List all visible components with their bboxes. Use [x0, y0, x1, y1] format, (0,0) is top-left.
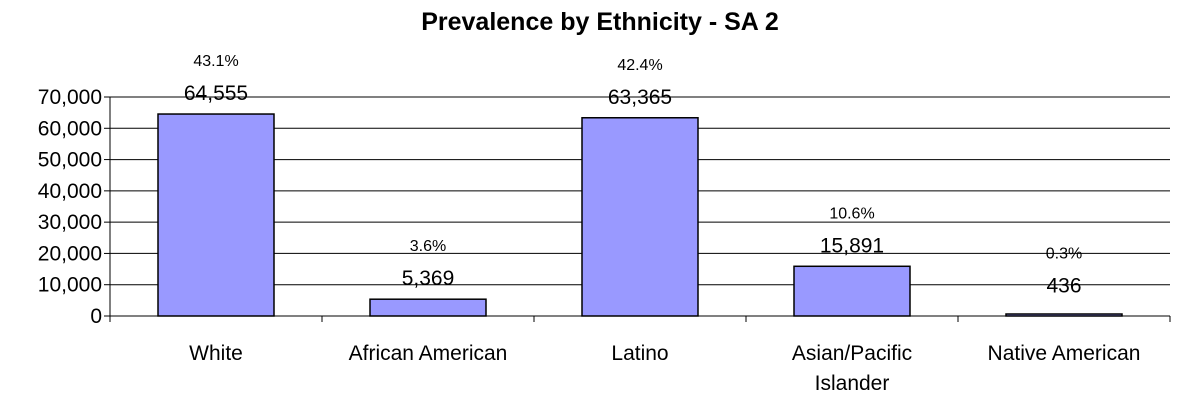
chart-title: Prevalence by Ethnicity - SA 2: [421, 8, 779, 36]
bars: [157, 113, 1123, 317]
bar-1: [369, 298, 487, 317]
x-tick-label-0: White: [189, 342, 243, 365]
value-label-1: 5,369: [402, 267, 455, 290]
bar-3: [793, 265, 911, 317]
y-tick-label: 10,000: [38, 274, 102, 297]
value-label-4: 436: [1046, 275, 1081, 298]
value-label-0: 64,555: [184, 82, 248, 105]
y-tick-label: 20,000: [38, 242, 102, 265]
percent-label-0: 43.1%: [193, 53, 238, 70]
y-tick-label: 60,000: [38, 117, 102, 140]
x-axis-ticks: White African American Latino Asian/Pacific…: [109, 316, 1171, 395]
y-axis-ticks: 0 10,000 20,000 30,000 40,000 50,000 60,000 70,…: [38, 86, 110, 328]
y-tick-label: 70,000: [38, 86, 102, 109]
y-tick-label: 50,000: [38, 149, 102, 172]
x-tick-label-2: Latino: [611, 342, 668, 365]
bar-2: [581, 117, 699, 317]
percent-label-1: 3.6%: [410, 238, 446, 255]
value-label-2: 63,365: [608, 86, 672, 109]
x-tick-label-4: Native American: [988, 342, 1141, 365]
percent-label-2: 42.4%: [617, 57, 662, 74]
bar-0: [157, 113, 275, 317]
percent-label-3: 10.6%: [829, 205, 874, 222]
x-tick-label-1: African American: [349, 342, 508, 365]
y-tick-label: 30,000: [38, 211, 102, 234]
y-tick-label: 40,000: [38, 180, 102, 203]
percent-label-4: 0.3%: [1046, 246, 1082, 263]
x-tick-label-3: Islander: [815, 372, 890, 395]
x-tick-label-3: Asian/Pacific: [792, 342, 912, 365]
axes: [109, 97, 1170, 317]
y-tick-label: 0: [90, 305, 102, 328]
value-label-3: 15,891: [820, 234, 884, 257]
data-labels: 64,555 43.1% 5,369 3.6% 63,365 42.4% 15,891 10.…: [184, 53, 1082, 298]
